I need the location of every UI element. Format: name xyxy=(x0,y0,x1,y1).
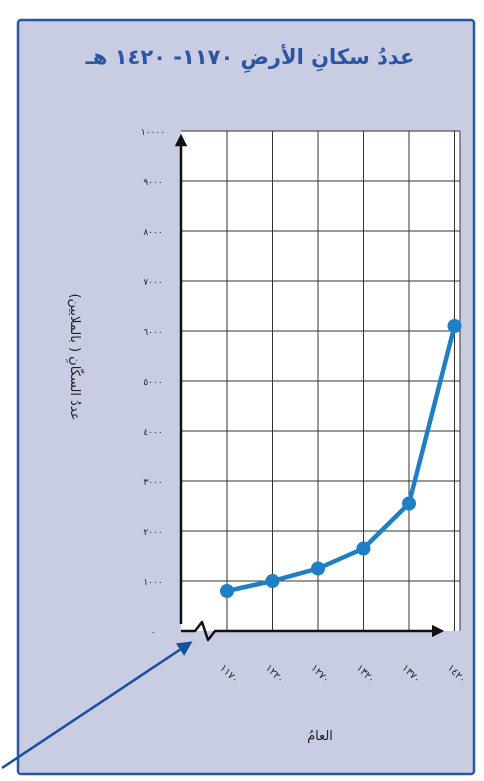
y-tick-label: ١٠٠٠ xyxy=(143,578,162,588)
y-tick-label: ٩٠٠٠ xyxy=(143,178,162,188)
y-tick-label: ٨٠٠٠ xyxy=(143,228,162,238)
pointer-arrow xyxy=(1,641,193,770)
axis-break xyxy=(181,620,222,642)
y-tick-label: ٣٠٠٠ xyxy=(143,478,162,488)
y-tick-label: ١٠٠٠٠ xyxy=(141,128,165,138)
chart-title: عددُ سكانِ الأرضِ ١١٧٠- ١٤٢٠ هـ xyxy=(85,43,415,73)
y-tick-label: ٢٠٠٠ xyxy=(143,528,162,538)
y-tick-label: ٠ xyxy=(151,628,156,638)
data-point xyxy=(447,319,462,333)
data-point xyxy=(402,496,416,511)
series-line xyxy=(224,323,457,594)
grid-lines xyxy=(181,130,461,631)
x-axis-label: العامُ xyxy=(307,729,333,744)
data-point xyxy=(265,574,280,588)
data-point xyxy=(220,584,234,598)
data-point xyxy=(356,541,371,556)
y-tick-label: ٧٠٠٠ xyxy=(143,278,162,288)
y-tick-label: ٥٠٠٠ xyxy=(143,378,162,388)
y-axis-label: عددُ السكّانِ ( بالملايين) xyxy=(66,293,85,420)
data-point xyxy=(311,561,325,576)
y-tick-label: ٦٠٠٠ xyxy=(143,328,162,338)
y-tick-label: ٤٠٠٠ xyxy=(143,428,162,438)
